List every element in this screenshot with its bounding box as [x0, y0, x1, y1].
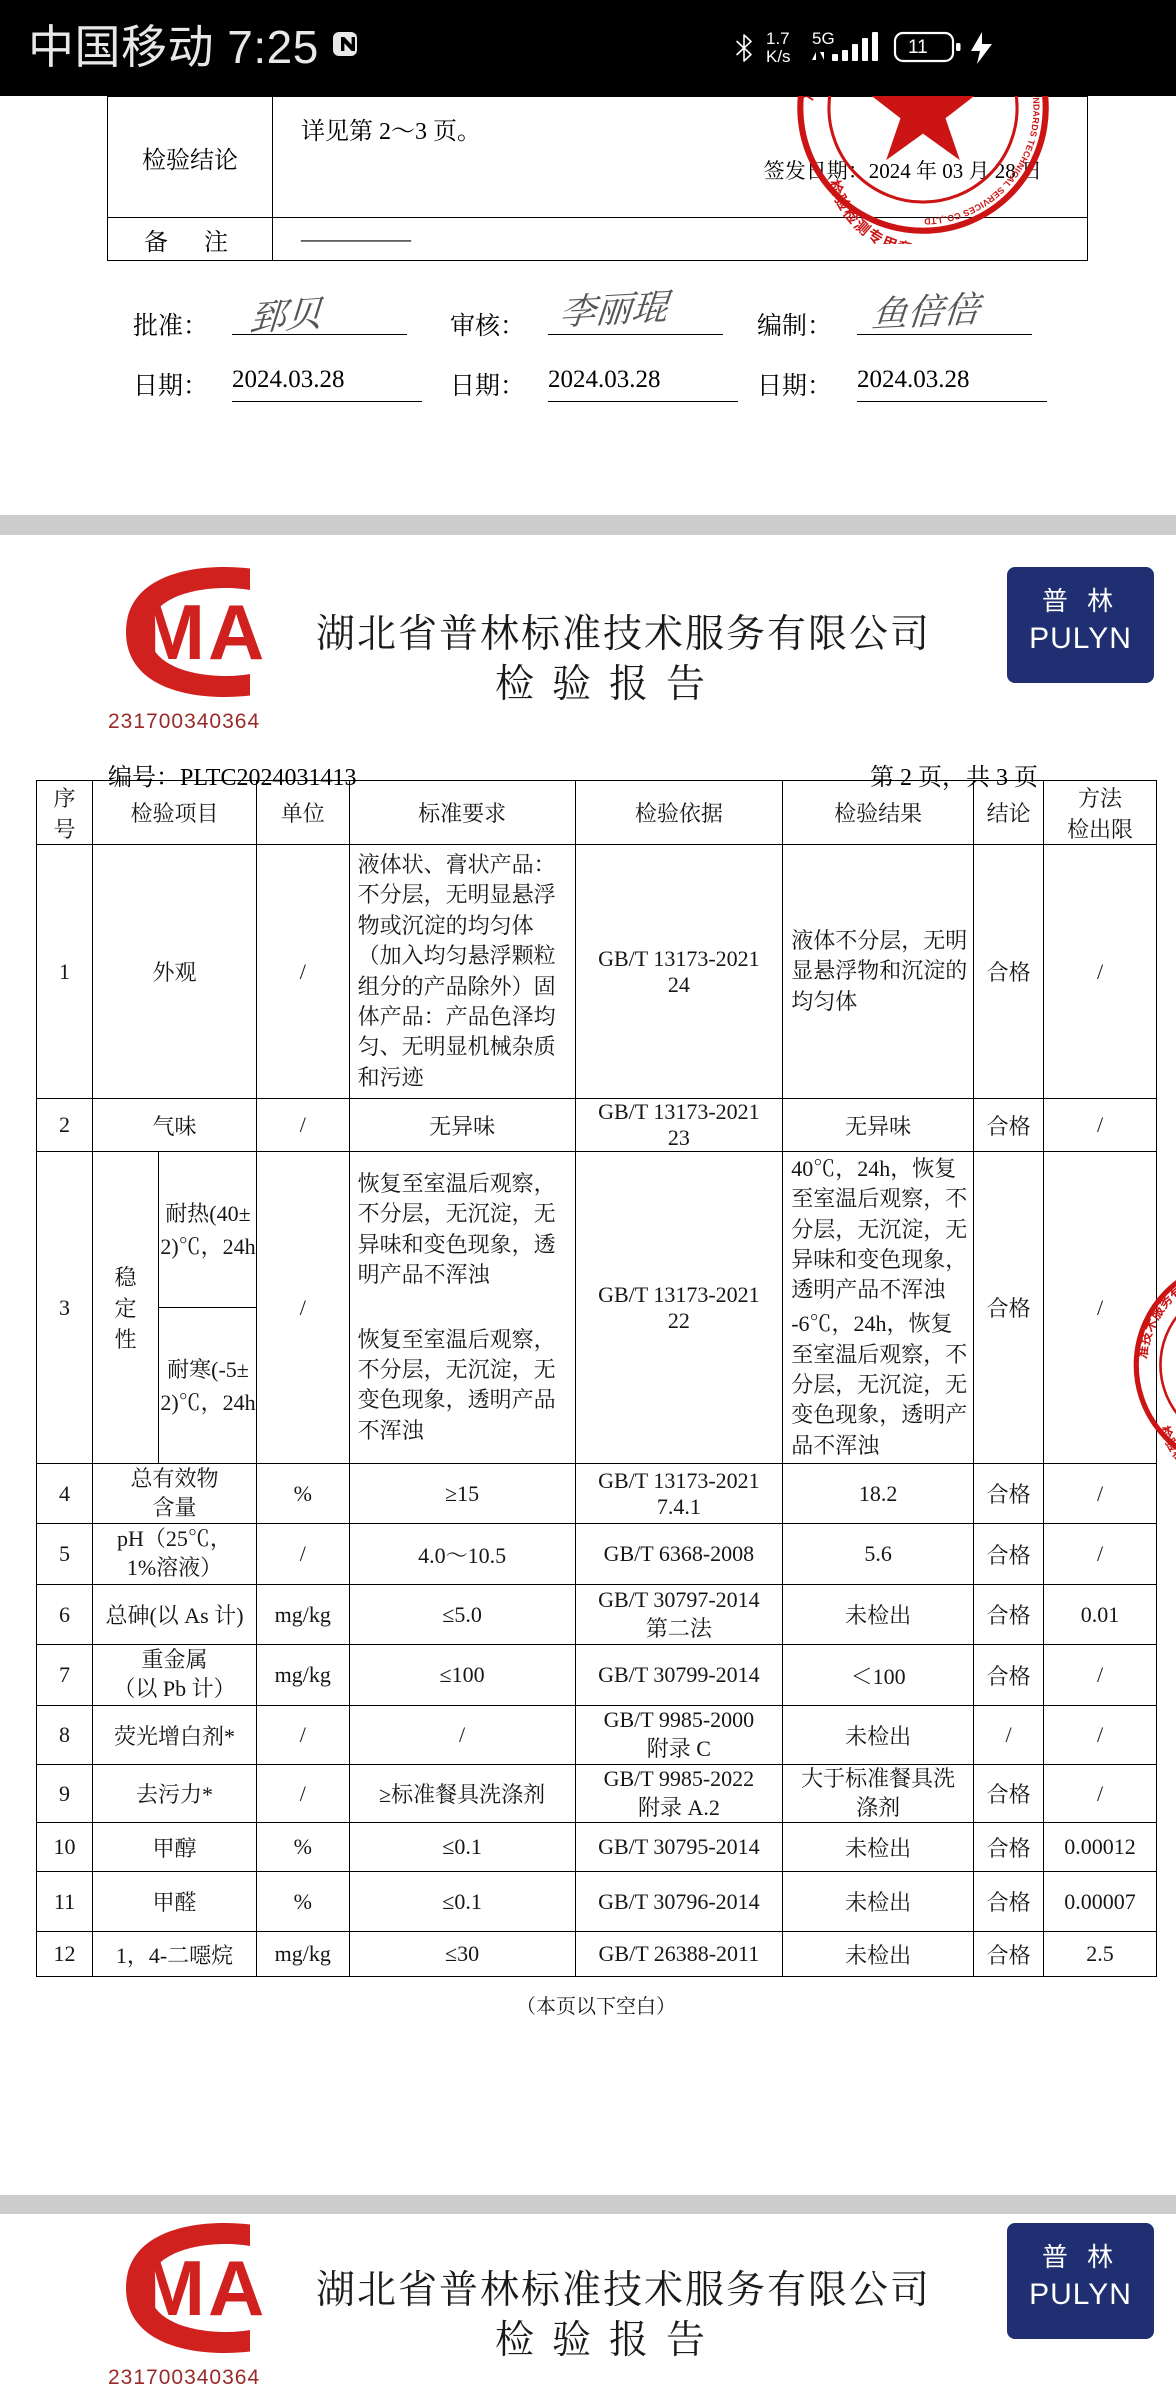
- svg-text:M: M: [140, 2244, 205, 2332]
- svg-text:11: 11: [908, 37, 928, 58]
- svg-text:5G: 5G: [812, 29, 835, 48]
- svg-text:湖北省普林标准技术服务有限公司: 湖北省普林标准技术服务有限公司: [1125, 1250, 1176, 1360]
- svg-text:M: M: [140, 588, 205, 676]
- svg-text:K/s: K/s: [766, 47, 791, 66]
- svg-text:1.7: 1.7: [766, 29, 790, 48]
- svg-text:A: A: [208, 588, 264, 676]
- svg-text:检验检测专用章: 检验检测专用章: [1157, 1424, 1176, 1480]
- svg-text:A: A: [208, 2244, 264, 2332]
